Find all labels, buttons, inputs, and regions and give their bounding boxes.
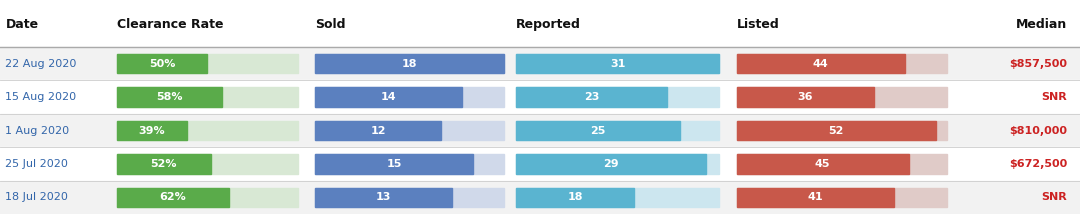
Bar: [117, 88, 298, 107]
Text: 52: 52: [828, 126, 843, 135]
Bar: [117, 154, 298, 174]
Bar: [737, 188, 893, 207]
Text: 1 Aug 2020: 1 Aug 2020: [5, 126, 69, 135]
Bar: [516, 54, 719, 73]
Bar: [117, 54, 207, 73]
Text: Clearance Rate: Clearance Rate: [117, 18, 224, 31]
Text: Median: Median: [1016, 18, 1067, 31]
Bar: [737, 188, 947, 207]
Text: 39%: 39%: [138, 126, 165, 135]
Bar: [315, 88, 504, 107]
Bar: [315, 121, 504, 140]
Bar: [315, 88, 462, 107]
Text: 18: 18: [402, 59, 418, 69]
Text: SNR: SNR: [1041, 192, 1067, 202]
Text: 29: 29: [604, 159, 619, 169]
Text: 13: 13: [376, 192, 391, 202]
Bar: [315, 188, 504, 207]
Bar: [516, 188, 719, 207]
Text: 25 Jul 2020: 25 Jul 2020: [5, 159, 68, 169]
Text: $810,000: $810,000: [1009, 126, 1067, 135]
Text: 36: 36: [798, 92, 813, 102]
Bar: [0, 181, 1080, 214]
Bar: [516, 154, 719, 174]
Bar: [0, 114, 1080, 147]
Bar: [516, 154, 706, 174]
Text: 25: 25: [591, 126, 606, 135]
Text: 62%: 62%: [160, 192, 186, 202]
Bar: [117, 121, 298, 140]
Bar: [737, 54, 947, 73]
Text: 22 Aug 2020: 22 Aug 2020: [5, 59, 77, 69]
Bar: [516, 54, 719, 73]
Bar: [315, 54, 504, 73]
Bar: [315, 154, 473, 174]
Text: 50%: 50%: [149, 59, 175, 69]
Text: 18 Jul 2020: 18 Jul 2020: [5, 192, 68, 202]
Text: 44: 44: [813, 59, 828, 69]
Bar: [117, 88, 221, 107]
Bar: [315, 154, 504, 174]
Text: 18: 18: [567, 192, 583, 202]
Bar: [0, 47, 1080, 80]
Text: 58%: 58%: [156, 92, 183, 102]
Bar: [117, 188, 229, 207]
Text: $672,500: $672,500: [1009, 159, 1067, 169]
Text: 45: 45: [815, 159, 831, 169]
Text: 41: 41: [807, 192, 823, 202]
Bar: [315, 188, 451, 207]
Bar: [516, 88, 719, 107]
Text: 31: 31: [610, 59, 625, 69]
Bar: [0, 147, 1080, 181]
Text: Reported: Reported: [516, 18, 581, 31]
Bar: [737, 121, 935, 140]
Text: 12: 12: [370, 126, 387, 135]
Bar: [117, 188, 298, 207]
Text: 15 Aug 2020: 15 Aug 2020: [5, 92, 77, 102]
Bar: [117, 121, 188, 140]
Bar: [737, 154, 909, 174]
Bar: [737, 88, 875, 107]
Text: SNR: SNR: [1041, 92, 1067, 102]
Bar: [737, 121, 947, 140]
Bar: [117, 154, 211, 174]
Bar: [516, 188, 634, 207]
Bar: [516, 121, 719, 140]
Text: 23: 23: [584, 92, 599, 102]
Text: Sold: Sold: [315, 18, 346, 31]
Text: $857,500: $857,500: [1009, 59, 1067, 69]
Bar: [315, 54, 504, 73]
Bar: [315, 121, 442, 140]
Bar: [117, 54, 298, 73]
Text: 15: 15: [387, 159, 402, 169]
Text: 14: 14: [381, 92, 396, 102]
Bar: [0, 80, 1080, 114]
Text: Listed: Listed: [737, 18, 780, 31]
Bar: [0, 0, 1080, 47]
Bar: [737, 154, 947, 174]
Bar: [516, 121, 680, 140]
Bar: [737, 54, 905, 73]
Bar: [516, 88, 666, 107]
Text: Date: Date: [5, 18, 39, 31]
Text: 52%: 52%: [150, 159, 177, 169]
Bar: [737, 88, 947, 107]
